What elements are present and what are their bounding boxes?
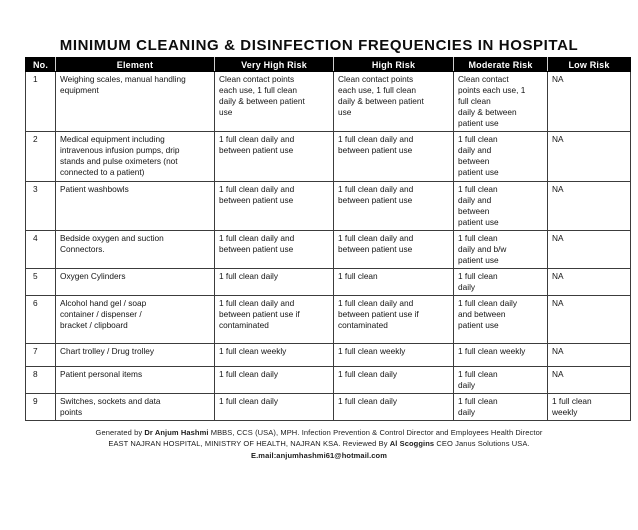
table-row: 6 Alcohol hand gel / soap container / di… [25,295,631,344]
header-moderate-risk: Moderate Risk [453,57,548,72]
cell-high-risk: 1 full clean daily and between patient u… [333,230,454,269]
cell-moderate-risk: 1 full clean daily and between patient u… [453,181,548,231]
cell-no: 1 [25,71,56,132]
cell-element: Oxygen Cylinders [55,268,215,296]
slide-page: MINIMUM CLEANING & DISINFECTION FREQUENC… [0,37,638,530]
cell-high-risk: 1 full clean [333,268,454,296]
cell-high-risk: 1 full clean weekly [333,343,454,367]
cell-high-risk: Clean contact points each use, 1 full cl… [333,71,454,132]
table-row: 5 Oxygen Cylinders 1 full clean daily 1 … [25,268,631,296]
cell-moderate-risk: 1 full clean daily [453,366,548,394]
cell-moderate-risk: 1 full clean daily and b/w patient use [453,230,548,269]
footer-credits: Generated by Dr Anjum Hashmi MBBS, CCS (… [0,427,638,461]
cell-element: Patient washbowls [55,181,215,231]
cell-low-risk: NA [547,181,631,231]
cell-no: 7 [25,343,56,367]
table-row: 1 Weighing scales, manual handling equip… [25,71,631,132]
footer-text: Generated by [95,428,145,437]
table-row: 3 Patient washbowls 1 full clean daily a… [25,181,631,231]
cell-no: 6 [25,295,56,344]
page-title: MINIMUM CLEANING & DISINFECTION FREQUENC… [59,37,579,54]
cell-very-high-risk: 1 full clean daily and between patient u… [214,181,334,231]
table-row: 8 Patient personal items 1 full clean da… [25,366,631,394]
cleaning-frequency-table: No. Element Very High Risk High Risk Mod… [25,57,631,421]
cell-element: Bedside oxygen and suction Connectors. [55,230,215,269]
cell-very-high-risk: 1 full clean daily [214,366,334,394]
cell-moderate-risk: 1 full clean daily and between patient u… [453,295,548,344]
cell-element: Chart trolley / Drug trolley [55,343,215,367]
cell-low-risk: NA [547,295,631,344]
footer-text: CEO Janus Solutions USA. [434,439,530,449]
cell-high-risk: 1 full clean daily and between patient u… [333,131,454,182]
table-row: 9 Switches, sockets and data points 1 fu… [25,393,631,421]
table-row: 7 Chart trolley / Drug trolley 1 full cl… [25,343,631,367]
cell-no: 4 [25,230,56,269]
header-very-high-risk: Very High Risk [214,57,334,72]
cell-high-risk: 1 full clean daily [333,366,454,394]
header-no: No. [25,57,56,72]
cell-high-risk: 1 full clean daily and between patient u… [333,181,454,231]
cell-no: 2 [25,131,56,182]
table-header-row: No. Element Very High Risk High Risk Mod… [25,57,631,72]
cell-no: 8 [25,366,56,394]
cell-high-risk: 1 full clean daily and between patient u… [333,295,454,344]
footer-line-1: Generated by Dr Anjum Hashmi MBBS, CCS (… [0,427,638,438]
footer-text: EAST NAJRAN HOSPITAL, MINISTRY OF HEALTH… [108,439,390,449]
cell-no: 3 [25,181,56,231]
cell-element: Medical equipment including intravenous … [55,131,215,182]
cell-no: 5 [25,268,56,296]
header-element: Element [55,57,215,72]
cell-low-risk: NA [547,230,631,269]
cell-no: 9 [25,393,56,421]
header-low-risk: Low Risk [547,57,631,72]
cell-very-high-risk: 1 full clean daily [214,268,334,296]
cell-element: Weighing scales, manual handling equipme… [55,71,215,132]
cell-high-risk: 1 full clean daily [333,393,454,421]
cell-element: Patient personal items [55,366,215,394]
cell-very-high-risk: 1 full clean weekly [214,343,334,367]
table-row: 4 Bedside oxygen and suction Connectors.… [25,230,631,269]
cell-element: Switches, sockets and data points [55,393,215,421]
cell-moderate-risk: 1 full clean daily [453,393,548,421]
footer-line-3: E.mail:anjumhashmi61@hotmail.com [0,450,638,461]
header-high-risk: High Risk [333,57,454,72]
cell-very-high-risk: 1 full clean daily [214,393,334,421]
cell-low-risk: NA [547,366,631,394]
cell-very-high-risk: 1 full clean daily and between patient u… [214,230,334,269]
footer-line-2: EAST NAJRAN HOSPITAL, MINISTRY OF HEALTH… [0,438,638,449]
cell-moderate-risk: Clean contact points each use, 1 full cl… [453,71,548,132]
cell-element: Alcohol hand gel / soap container / disp… [55,295,215,344]
table-row: 2 Medical equipment including intravenou… [25,131,631,182]
footer-text: MBBS, CCS (USA), MPH. Infection Preventi… [208,428,543,437]
cell-low-risk: 1 full clean weekly [547,393,631,421]
cell-very-high-risk: 1 full clean daily and between patient u… [214,295,334,344]
cell-low-risk: NA [547,268,631,296]
cell-very-high-risk: 1 full clean daily and between patient u… [214,131,334,182]
cell-moderate-risk: 1 full clean daily [453,268,548,296]
email-text: E.mail:anjumhashmi61@hotmail.com [251,450,387,460]
cell-low-risk: NA [547,131,631,182]
cell-moderate-risk: 1 full clean weekly [453,343,548,367]
cell-low-risk: NA [547,343,631,367]
cell-moderate-risk: 1 full clean daily and between patient u… [453,131,548,182]
cell-very-high-risk: Clean contact points each use, 1 full cl… [214,71,334,132]
author-name: Dr Anjum Hashmi [144,428,209,437]
reviewer-name: Al Scoggins [389,439,435,449]
cell-low-risk: NA [547,71,631,132]
